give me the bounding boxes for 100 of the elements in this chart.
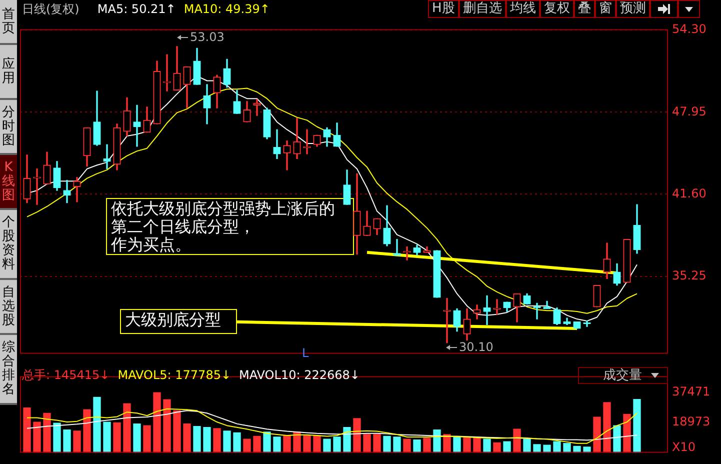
bar xyxy=(503,441,511,453)
bar xyxy=(553,441,561,453)
bar xyxy=(63,430,71,453)
bar xyxy=(473,438,481,453)
candlestick xyxy=(73,177,81,202)
bar xyxy=(623,414,631,453)
bar xyxy=(223,430,231,453)
y-tick-label: 54.30 xyxy=(672,22,706,36)
callout-box: 大级别底分型 xyxy=(120,309,237,334)
bar xyxy=(73,430,81,453)
bar xyxy=(33,422,41,453)
bar xyxy=(203,427,211,453)
bar xyxy=(343,427,351,453)
y-tick-label: 37471 xyxy=(672,384,710,399)
bar xyxy=(353,418,361,453)
bar xyxy=(423,438,431,453)
candlestick xyxy=(163,54,171,92)
annotation: 30.10 xyxy=(459,340,494,354)
bar xyxy=(243,438,251,453)
bar xyxy=(193,426,201,453)
bar xyxy=(633,398,641,453)
bar xyxy=(383,436,391,453)
y-tick-label: 35.25 xyxy=(672,268,706,282)
bar xyxy=(113,422,121,453)
text: 预测 xyxy=(616,0,650,18)
tab-button: 应用 xyxy=(0,45,17,100)
candlestick xyxy=(133,104,141,147)
bar xyxy=(583,446,591,453)
text: H股 xyxy=(428,0,459,18)
text: 复权 xyxy=(540,0,574,18)
bar xyxy=(133,423,141,453)
y-tick-label: 41.60 xyxy=(672,186,706,200)
bar xyxy=(463,436,471,453)
text: 均线 xyxy=(506,0,540,18)
bar xyxy=(163,399,171,453)
bar xyxy=(513,428,521,453)
text: MA10: 49.39↑ xyxy=(184,1,270,17)
bar xyxy=(373,434,381,453)
tab-button: K线图 xyxy=(0,155,17,210)
tab-button: 自选股 xyxy=(0,280,17,335)
bar xyxy=(363,434,371,453)
callout-box: 依托大级别底分型强势上涨后的 第二个日线底分型， 作为买点。 xyxy=(106,198,354,255)
bar xyxy=(313,435,321,453)
bar xyxy=(613,425,621,453)
bar xyxy=(143,425,151,453)
bar xyxy=(523,438,531,453)
bar xyxy=(413,439,421,453)
bar xyxy=(483,438,491,453)
bar xyxy=(183,423,191,453)
bar xyxy=(443,434,451,453)
annotation: 依托大级别底分型强势上涨后的 xyxy=(111,199,336,218)
bar xyxy=(53,422,61,453)
bar xyxy=(453,436,461,453)
annotation: 第二个日线底分型， xyxy=(111,217,256,236)
y-tick-label: 18973 xyxy=(672,414,710,428)
candlestick xyxy=(273,129,281,160)
bar xyxy=(433,430,441,453)
bar xyxy=(253,436,261,453)
candlestick xyxy=(483,295,491,326)
bar xyxy=(213,428,221,453)
bar xyxy=(263,432,271,453)
text: MA5: 50.21↑ xyxy=(97,1,176,17)
bar xyxy=(293,432,301,453)
bar xyxy=(173,410,181,453)
text: 删自选 xyxy=(458,0,506,18)
tab-button: 首页 xyxy=(0,0,17,45)
candlestick xyxy=(63,180,71,204)
bar xyxy=(83,409,91,453)
tab-button: 个股资料 xyxy=(0,210,17,280)
bar xyxy=(563,443,571,453)
bar xyxy=(103,422,111,453)
y-axis-title: X10 xyxy=(672,440,696,454)
annotation: 作为买点。 xyxy=(111,235,192,254)
bar xyxy=(43,412,51,453)
bar xyxy=(123,403,131,453)
bar xyxy=(153,392,161,453)
text: 叠 xyxy=(574,0,595,18)
bar xyxy=(323,438,331,453)
tab-button: 分时图 xyxy=(0,100,17,155)
bar xyxy=(533,444,541,453)
bar xyxy=(403,438,411,453)
bar xyxy=(493,442,501,453)
bar xyxy=(233,432,241,453)
candlestick xyxy=(33,168,41,205)
bar xyxy=(593,416,601,453)
y-tick-label: 47.95 xyxy=(672,104,706,118)
annotation: 大级别底分型 xyxy=(125,310,222,329)
bar xyxy=(273,436,281,453)
chart-title: 日线(复权) xyxy=(22,1,80,17)
bar xyxy=(573,446,581,453)
bar xyxy=(543,444,551,453)
bar xyxy=(93,396,101,453)
tab-button: 综合排名 xyxy=(0,335,17,405)
bar xyxy=(303,435,311,453)
annotation: 53.03 xyxy=(190,30,224,44)
bar xyxy=(283,435,291,453)
text: 窗 xyxy=(594,0,616,18)
bar xyxy=(333,436,341,453)
bar xyxy=(603,402,611,453)
bar xyxy=(23,407,31,453)
